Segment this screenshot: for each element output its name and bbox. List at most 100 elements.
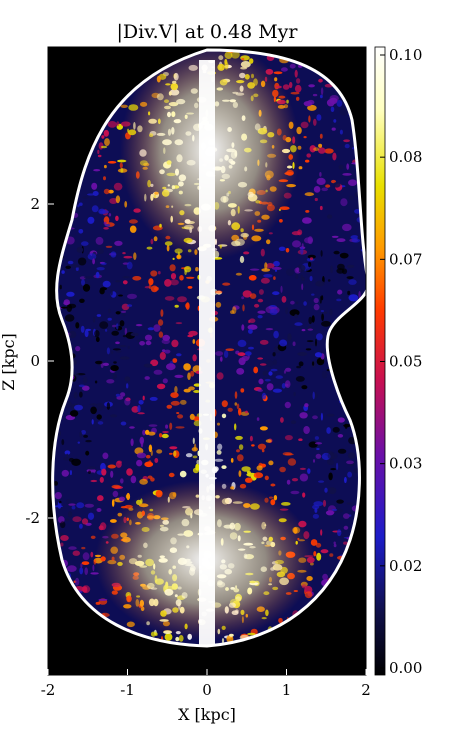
turbulence-cell [268, 371, 273, 376]
turbulence-cell [166, 404, 173, 409]
turbulence-cell [253, 366, 259, 374]
turbulence-cell [79, 523, 83, 529]
turbulence-cell [221, 465, 227, 469]
colorbar: 0.10 0.08 0.07 0.05 0.03 0.02 0.00 [374, 46, 422, 677]
turbulence-cell [241, 296, 245, 300]
turbulence-cell [313, 118, 317, 126]
turbulence-cell [111, 499, 115, 507]
turbulence-cell [314, 442, 323, 445]
turbulence-cell [172, 358, 178, 363]
turbulence-cell [119, 356, 130, 360]
turbulence-cell [72, 550, 81, 556]
turbulence-cell [170, 273, 177, 280]
turbulence-cell [289, 309, 300, 317]
turbulence-cell [284, 383, 289, 387]
turbulence-cell [89, 403, 98, 406]
y-axis-ticks: 2 0 -2 [25, 195, 54, 527]
turbulence-cell [53, 505, 63, 508]
turbulence-cell [291, 478, 299, 482]
turbulence-cell [66, 565, 77, 572]
turbulence-cell [307, 325, 312, 330]
turbulence-cell [169, 279, 179, 286]
turbulence-cell [70, 264, 81, 268]
turbulence-cell [82, 196, 90, 199]
turbulence-cell [330, 106, 335, 113]
turbulence-cell [216, 450, 222, 455]
turbulence-cell [148, 444, 153, 453]
turbulence-cell [339, 252, 349, 259]
turbulence-cell [60, 535, 69, 541]
turbulence-cell [215, 290, 223, 294]
turbulence-cell [119, 496, 126, 502]
turbulence-cell [169, 422, 173, 430]
turbulence-cell [221, 413, 227, 419]
turbulence-cell [159, 433, 163, 438]
turbulence-cell [171, 339, 179, 348]
turbulence-cell [307, 236, 313, 245]
turbulence-cell [312, 361, 315, 366]
turbulence-cell [331, 235, 339, 238]
turbulence-cell [336, 238, 346, 243]
turbulence-cell [305, 159, 310, 163]
turbulence-cell [68, 503, 76, 506]
colorbar-tick-label: 0.07 [389, 250, 422, 268]
turbulence-cell [270, 368, 278, 372]
turbulence-cell [96, 267, 105, 271]
turbulence-cell [111, 350, 114, 355]
turbulence-cell [249, 435, 253, 442]
turbulence-cell [216, 372, 224, 380]
turbulence-cell [325, 184, 331, 188]
turbulence-cell [304, 591, 313, 599]
turbulence-cell [316, 552, 322, 561]
turbulence-cell [304, 192, 314, 197]
turbulence-cell [120, 104, 128, 109]
turbulence-cell [274, 269, 278, 272]
turbulence-cell [100, 262, 107, 266]
turbulence-cell [261, 448, 265, 453]
colorbar-tick-label: 0.10 [389, 46, 422, 64]
turbulence-cell [73, 391, 78, 399]
turbulence-cell [164, 349, 171, 354]
turbulence-cell [260, 248, 265, 257]
turbulence-cell [125, 494, 129, 499]
turbulence-cell [176, 353, 182, 357]
turbulence-cell [91, 205, 99, 213]
turbulence-cell [351, 238, 361, 243]
turbulence-cell [308, 84, 315, 88]
turbulence-cell [131, 406, 140, 413]
x-tick-label: -1 [120, 681, 135, 699]
x-axis-label: X [kpc] [178, 705, 236, 724]
turbulence-cell [271, 266, 282, 270]
turbulence-cell [174, 304, 179, 308]
turbulence-cell [96, 508, 102, 512]
turbulence-cell [139, 478, 148, 485]
turbulence-cell [324, 83, 333, 88]
turbulence-cell [162, 334, 170, 341]
turbulence-cell [333, 541, 336, 545]
turbulence-cell [237, 352, 246, 357]
turbulence-cell [298, 438, 303, 442]
turbulence-cell [192, 354, 197, 362]
turbulence-cell [145, 340, 152, 346]
turbulence-cell [269, 308, 278, 315]
turbulence-cell [75, 266, 79, 271]
turbulence-cell [249, 318, 256, 324]
turbulence-cell [313, 459, 315, 463]
turbulence-cell [220, 356, 223, 362]
turbulence-cell [238, 444, 244, 450]
turbulence-cell [319, 205, 323, 211]
turbulence-cell [253, 472, 264, 479]
turbulence-cell [126, 621, 135, 628]
turbulence-cell [272, 352, 276, 357]
turbulence-cell [305, 210, 310, 213]
turbulence-cell [113, 182, 123, 191]
turbulence-cell [81, 241, 89, 246]
turbulence-cell [314, 197, 318, 202]
turbulence-cell [344, 423, 348, 429]
turbulence-cell [336, 499, 344, 504]
turbulence-cell [122, 252, 126, 255]
turbulence-cell [146, 246, 153, 250]
turbulence-cell [237, 339, 247, 347]
turbulence-cell [143, 363, 153, 368]
turbulence-cell [80, 563, 83, 568]
